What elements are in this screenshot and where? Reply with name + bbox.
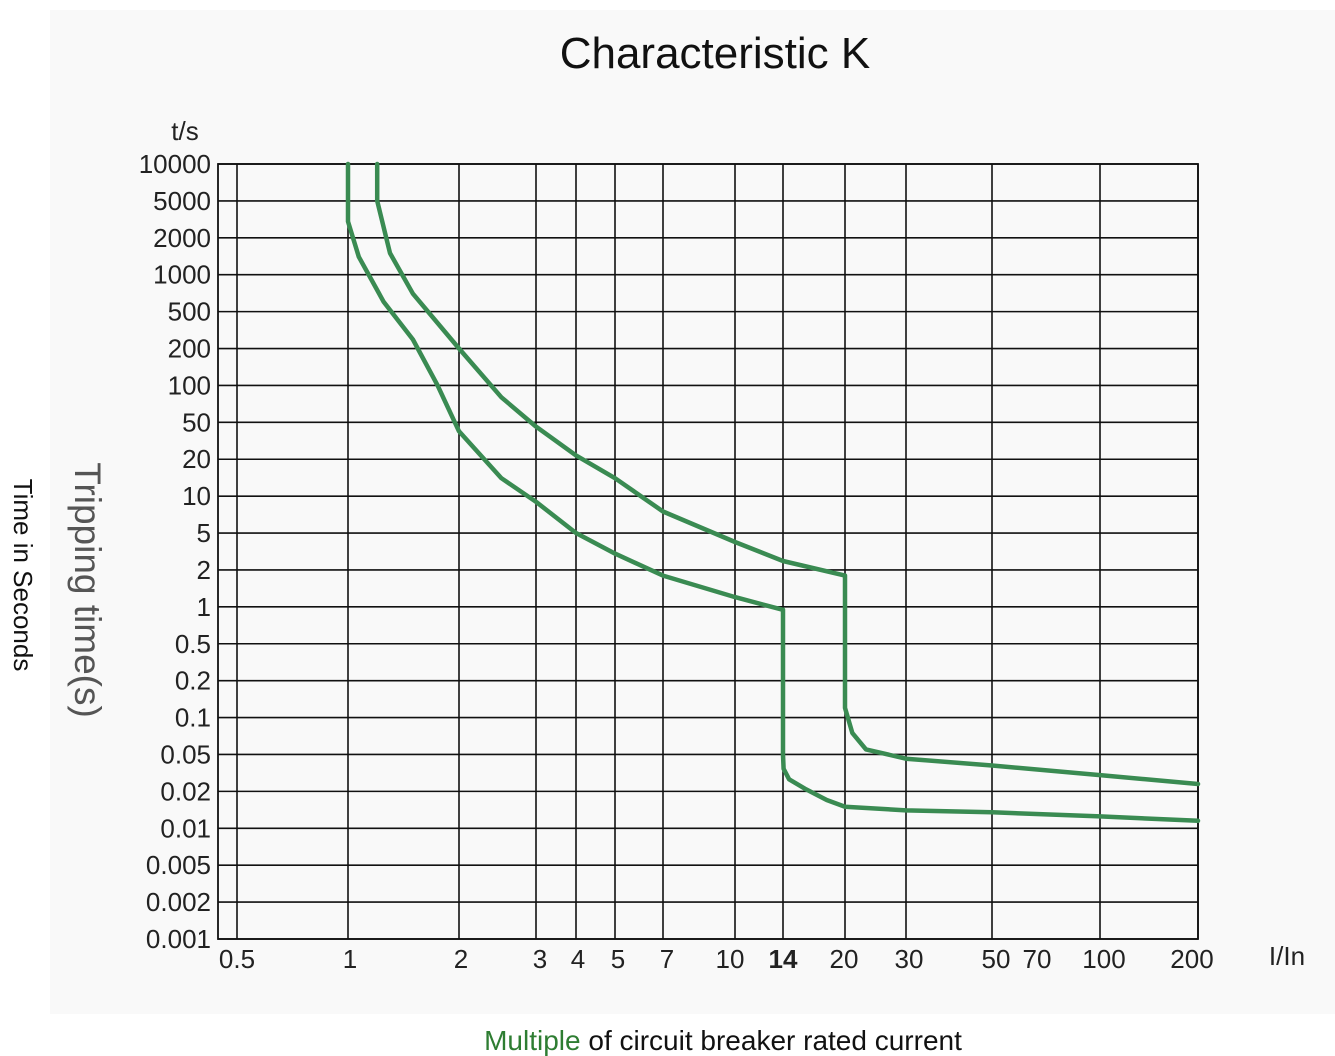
x-tick-label: 1 <box>343 944 357 974</box>
x-tick-label: 4 <box>571 944 585 974</box>
chart-title: Characteristic K <box>560 29 871 78</box>
x-axis-caption-rest: of circuit breaker rated current <box>581 1025 962 1056</box>
y-tick-label: 0.02 <box>160 776 211 806</box>
x-axis-caption: Multiple of circuit breaker rated curren… <box>484 1025 962 1056</box>
y-axis-label-tripping-time: Tripping time(s) <box>67 462 108 718</box>
y-tick-label: 0.05 <box>160 739 211 769</box>
x-tick-label: 70 <box>1023 944 1052 974</box>
y-tick-label: 0.2 <box>175 666 211 696</box>
x-tick-label: 100 <box>1082 944 1125 974</box>
y-tick-label: 10000 <box>139 149 211 179</box>
y-tick-label: 500 <box>168 297 211 327</box>
y-tick-label: 2 <box>197 555 211 585</box>
y-axis-unit: t/s <box>171 116 198 146</box>
x-axis-unit: I/In <box>1269 941 1305 971</box>
grid <box>217 163 1199 940</box>
y-tick-label: 20 <box>182 444 211 474</box>
y-tick-label: 0.005 <box>146 850 211 880</box>
y-tick-label: 100 <box>168 370 211 400</box>
x-tick-label: 10 <box>716 944 745 974</box>
y-tick-label: 1000 <box>153 260 211 290</box>
y-tick-label: 0.1 <box>175 703 211 733</box>
y-tick-label: 0.01 <box>160 813 211 843</box>
x-tick-label: 30 <box>895 944 924 974</box>
x-tick-label: 3 <box>533 944 547 974</box>
series-line-1 <box>345 161 1201 824</box>
x-tick-label: 2 <box>454 944 468 974</box>
x-tick-label: 20 <box>830 944 859 974</box>
y-tick-label: 0.002 <box>146 887 211 917</box>
y-tick-label: 200 <box>168 334 211 364</box>
y-tick-label: 1 <box>197 592 211 622</box>
y-axis-label-time-in-seconds: Time in Seconds <box>8 479 38 672</box>
plot-frame <box>217 163 1199 940</box>
y-tick-labels: 10000 5000 2000 1000 500 200 100 50 20 10 5 2 1 0.5 0.… <box>139 149 211 954</box>
y-tick-label: 0.5 <box>175 629 211 659</box>
x-tick-labels: 0.5 1 2 3 4 5 7 10 14 20 30 50 70 100 200 <box>219 944 1214 974</box>
x-axis-caption-highlight: Multiple <box>484 1025 580 1056</box>
series-layer <box>345 161 1201 824</box>
x-tick-label: 200 <box>1170 944 1213 974</box>
x-tick-label: 50 <box>982 944 1011 974</box>
y-tick-label: 5000 <box>153 186 211 216</box>
x-tick-label: 7 <box>660 944 674 974</box>
y-tick-label: 0.001 <box>146 924 211 954</box>
x-tick-label: 5 <box>611 944 625 974</box>
x-tick-label: 14 <box>769 944 798 974</box>
y-tick-label: 5 <box>197 518 211 548</box>
y-tick-label: 10 <box>182 481 211 511</box>
chart-panel <box>50 10 1335 1014</box>
y-tick-label: 50 <box>182 407 211 437</box>
series-line-2 <box>374 161 1201 787</box>
x-tick-label: 0.5 <box>219 944 255 974</box>
y-tick-label: 2000 <box>153 223 211 253</box>
